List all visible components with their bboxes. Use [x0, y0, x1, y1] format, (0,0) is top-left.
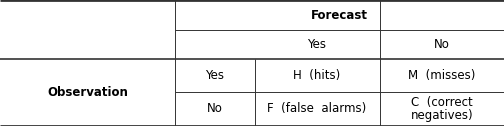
Text: Observation: Observation [47, 86, 128, 99]
Text: No: No [207, 102, 223, 116]
Text: F  (false  alarms): F (false alarms) [268, 102, 366, 116]
Text: H  (hits): H (hits) [293, 69, 341, 82]
Text: C  (correct: C (correct [411, 96, 473, 109]
Text: negatives): negatives) [410, 109, 473, 122]
Text: Yes: Yes [205, 69, 224, 82]
Text: Forecast: Forecast [311, 9, 368, 22]
Text: No: No [434, 38, 450, 51]
Text: M  (misses): M (misses) [408, 69, 475, 82]
Text: Yes: Yes [307, 38, 327, 51]
